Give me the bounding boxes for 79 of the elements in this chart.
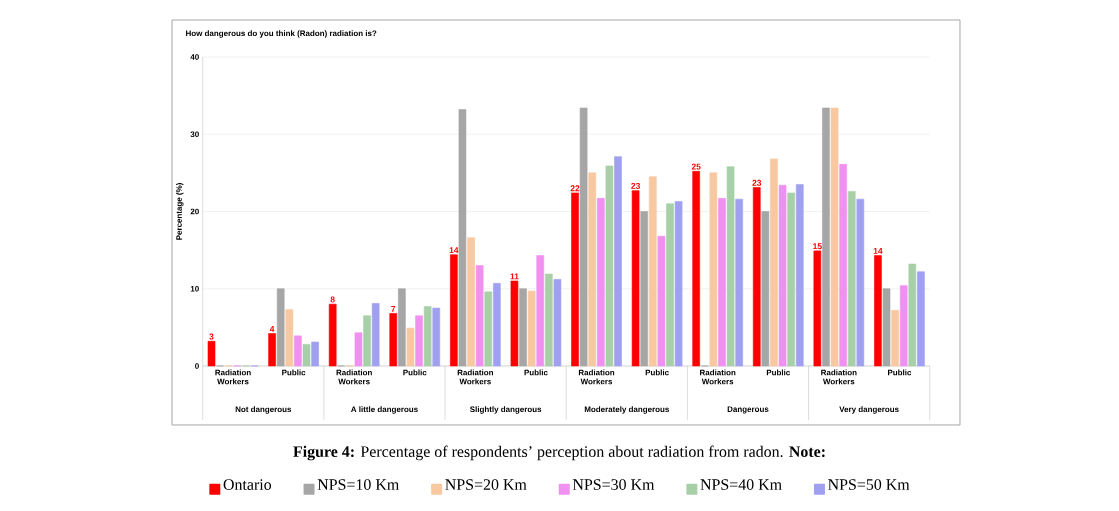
bar	[493, 283, 501, 367]
bar	[432, 307, 441, 367]
bar	[475, 265, 484, 367]
bar	[579, 107, 588, 367]
text: Figure 4: Percentage of respondents’ perception about radiation from radon. Note:	[293, 445, 825, 461]
bar	[415, 315, 423, 367]
bar	[752, 187, 761, 367]
bar	[519, 288, 527, 367]
data-label: 15	[813, 243, 822, 250]
bar	[302, 344, 311, 367]
bar	[787, 192, 795, 367]
bar	[847, 191, 856, 367]
bar	[778, 184, 787, 367]
bar	[648, 176, 657, 367]
data-label: 23	[631, 182, 640, 189]
bar	[735, 198, 743, 367]
bar	[891, 310, 899, 367]
bar	[450, 254, 458, 367]
bar	[527, 290, 536, 367]
bar	[770, 158, 778, 367]
bar	[571, 192, 579, 367]
bar	[285, 309, 294, 367]
bar	[899, 285, 908, 367]
data-label: 25	[691, 163, 701, 170]
bar	[726, 166, 735, 367]
bar	[553, 279, 562, 367]
bar	[692, 171, 700, 367]
legend-label: NPS=20 Km	[445, 479, 527, 490]
bar	[510, 280, 519, 367]
bar	[311, 341, 319, 367]
legend-label: NPS=30 Km	[572, 479, 655, 490]
bar	[614, 156, 622, 367]
legend-label: NPS=50 Km	[828, 479, 910, 490]
bar	[874, 255, 882, 367]
bar	[363, 315, 371, 367]
bar	[536, 255, 545, 367]
bar	[856, 198, 865, 367]
bar	[631, 190, 640, 367]
bar	[467, 237, 475, 367]
bar	[813, 250, 822, 367]
bar	[597, 198, 605, 367]
data-label: 8	[330, 296, 335, 303]
bar	[830, 107, 839, 367]
bar	[389, 313, 398, 367]
data-label: 7	[391, 305, 396, 312]
bar	[545, 273, 553, 367]
bar	[917, 271, 925, 367]
bar	[666, 203, 674, 367]
bar	[354, 332, 363, 367]
bar	[839, 164, 847, 367]
bar	[458, 109, 467, 367]
bar	[882, 288, 891, 367]
bar	[328, 303, 337, 367]
legend-label: NPS=10 Km	[317, 479, 399, 490]
bar	[294, 335, 302, 367]
data-label: 14	[449, 247, 459, 254]
bar	[207, 340, 216, 367]
bar	[588, 172, 597, 367]
data-label: 3	[209, 333, 214, 340]
data-label: 23	[752, 179, 762, 186]
bar	[674, 201, 683, 367]
bar	[709, 172, 718, 367]
bar	[718, 198, 726, 367]
bar	[268, 333, 276, 367]
data-label: 11	[510, 273, 519, 280]
bar	[908, 263, 917, 367]
bar	[371, 303, 380, 367]
data-label: 4	[269, 326, 275, 332]
bar	[406, 327, 415, 367]
bar	[605, 165, 614, 367]
bar	[484, 291, 493, 367]
data-label: 22	[570, 185, 580, 192]
legend-label: NPS=40 Km	[700, 479, 782, 490]
bar	[657, 235, 666, 367]
legend-label: Ontario	[223, 479, 272, 490]
data-label: 14	[873, 247, 883, 254]
bar	[761, 211, 770, 367]
bar	[423, 306, 432, 367]
bar	[795, 184, 804, 367]
